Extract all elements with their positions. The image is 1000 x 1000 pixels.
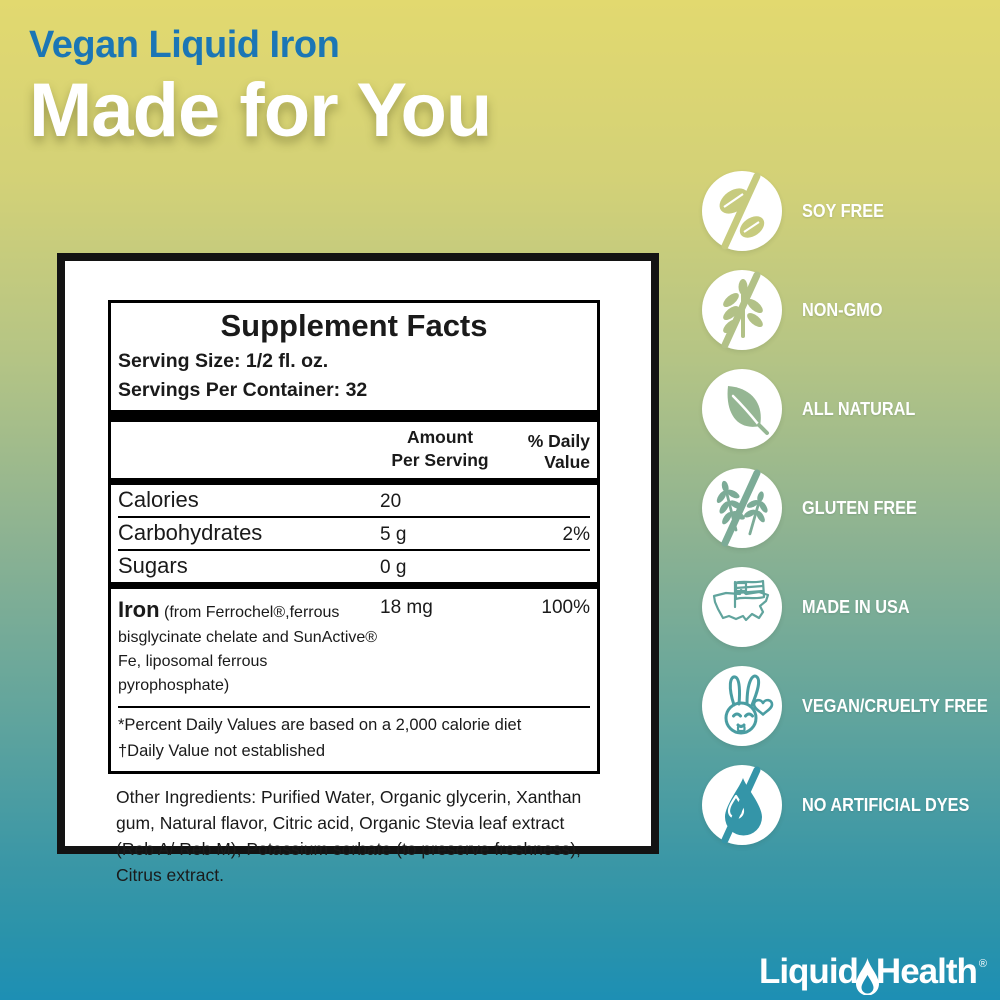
badge-label: MADE IN USA bbox=[802, 596, 910, 617]
badge-made-in-usa: MADE IN USA bbox=[702, 567, 1000, 647]
amount-column-header: Amount Per Serving bbox=[391, 426, 489, 471]
column-header-row: Amount Per Serving % Daily Value bbox=[118, 422, 590, 478]
table-row-iron: Iron (from Ferrochel®,ferrous bisglycina… bbox=[111, 581, 597, 706]
daily-value-column-header: % Daily Value bbox=[527, 430, 590, 472]
feature-badges: SOY FREE NON-GMO bbox=[702, 171, 1000, 845]
page-title: Made for You bbox=[29, 68, 492, 153]
badge-vegan-cruelty-free: VEGAN/CRUELTY FREE bbox=[702, 666, 1000, 746]
logo-liquid: Liquid bbox=[758, 952, 859, 991]
soy-free-icon bbox=[702, 171, 782, 251]
badge-soy-free: SOY FREE bbox=[702, 171, 1000, 251]
badge-label: NON-GMO bbox=[802, 299, 883, 320]
badge-label: ALL NATURAL bbox=[802, 398, 916, 419]
brand-logo: Liquid Health ® bbox=[758, 952, 987, 995]
product-name: Vegan Liquid Iron bbox=[29, 24, 340, 66]
iron-label: Iron bbox=[118, 596, 160, 622]
header: Vegan Liquid Iron Made for You bbox=[29, 24, 492, 153]
badge-non-gmo: NON-GMO bbox=[702, 270, 1000, 350]
table-row-calories: Calories 20 bbox=[118, 486, 402, 512]
divider-thick bbox=[111, 409, 597, 422]
non-gmo-icon bbox=[702, 270, 782, 350]
usa-map-flag-icon bbox=[702, 567, 782, 647]
badge-label: NO ARTIFICIAL DYES bbox=[802, 794, 970, 815]
footnote-not-established: †Daily Value not established bbox=[118, 742, 325, 761]
footnote-daily-values: *Percent Daily Values are based on a 2,0… bbox=[118, 715, 522, 734]
serving-size: Serving Size: 1/2 fl. oz. bbox=[118, 350, 329, 372]
badge-gluten-free: GLUTEN FREE bbox=[702, 468, 1000, 548]
registered-mark: ® bbox=[978, 958, 987, 970]
supplement-facts-panel: Supplement Facts Serving Size: 1/2 fl. o… bbox=[108, 300, 600, 774]
servings-per-container: Servings Per Container: 32 bbox=[118, 379, 368, 402]
leaf-icon bbox=[702, 369, 782, 449]
other-ingredients: Other Ingredients: Purified Water, Organ… bbox=[116, 786, 582, 886]
footnote: *Percent Daily Values are based on a 2,0… bbox=[118, 705, 590, 771]
badge-all-natural: ALL NATURAL bbox=[702, 369, 1000, 449]
divider-medium bbox=[111, 477, 597, 485]
badge-label: GLUTEN FREE bbox=[802, 497, 917, 518]
logo-health: Health bbox=[875, 952, 978, 991]
water-drop-icon bbox=[702, 765, 782, 845]
supplement-facts-title: Supplement Facts bbox=[220, 308, 488, 343]
droplet-icon bbox=[855, 958, 879, 995]
supplement-facts-box: Supplement Facts Serving Size: 1/2 fl. o… bbox=[57, 253, 659, 885]
bunny-heart-icon bbox=[702, 666, 782, 746]
gluten-free-icon bbox=[702, 468, 782, 548]
badge-label: VEGAN/CRUELTY FREE bbox=[802, 695, 988, 716]
iron-detail: (from Ferrochel®,ferrous bisglycinate ch… bbox=[118, 603, 378, 694]
table-row-sugars: Sugars 0 g bbox=[118, 548, 590, 582]
table-row-carbohydrates: Carbohydrates 5 g 2% bbox=[118, 515, 590, 549]
badge-label: SOY FREE bbox=[802, 200, 885, 221]
badge-no-artificial-dyes: NO ARTIFICIAL DYES bbox=[702, 765, 1000, 845]
